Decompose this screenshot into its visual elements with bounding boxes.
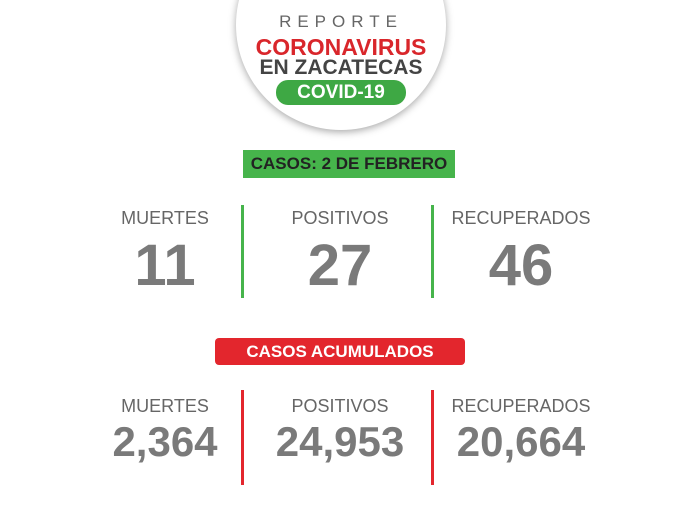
- stat-value: 11: [134, 233, 196, 298]
- kicker: REPORTE: [279, 12, 403, 31]
- divider: [241, 205, 244, 298]
- stat-label: MUERTES: [121, 396, 209, 416]
- stat-label: MUERTES: [121, 208, 209, 228]
- subtitle: EN ZACATECAS: [259, 56, 423, 79]
- stat-label: POSITIVOS: [291, 396, 389, 416]
- stat-value: 24,953: [275, 418, 405, 465]
- stat-label: RECUPERADOS: [451, 208, 591, 228]
- stat-value: 27: [307, 233, 373, 298]
- divider: [431, 390, 434, 485]
- divider: [241, 390, 244, 485]
- divider: [431, 205, 434, 298]
- stat-value: 2,364: [112, 418, 218, 465]
- title: CORONAVIRUS: [255, 34, 427, 60]
- stat-label: POSITIVOS: [291, 208, 389, 228]
- badge: COVID-19: [276, 80, 406, 105]
- stat-value: 20,664: [456, 418, 586, 465]
- stat-label: RECUPERADOS: [451, 396, 591, 416]
- section-banner: CASOS: 2 DE FEBRERO: [243, 150, 455, 178]
- stat-value: 46: [488, 233, 554, 298]
- section-banner: CASOS ACUMULADOS: [215, 338, 465, 365]
